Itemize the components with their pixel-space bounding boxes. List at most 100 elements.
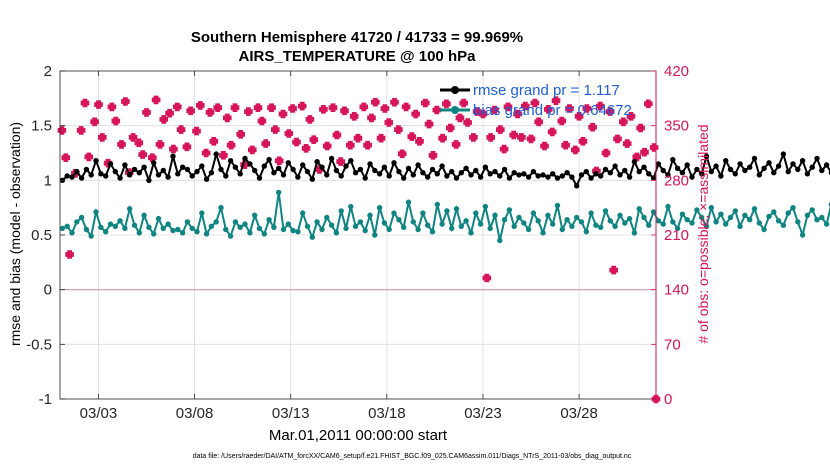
- rmse-point: [401, 175, 407, 181]
- bias-point: [660, 221, 666, 227]
- bias-point: [492, 212, 498, 218]
- x-axis-label: Mar.01,2011 00:00:00 start: [269, 427, 448, 444]
- obs-count-marker: [319, 105, 328, 114]
- bias-point: [732, 208, 738, 214]
- obs-count-marker: [578, 137, 588, 146]
- rmse-point: [665, 172, 671, 178]
- bias-point: [93, 209, 99, 215]
- obs-count-marker: [94, 100, 103, 109]
- rmse-point: [713, 163, 719, 169]
- bias-point: [208, 223, 215, 229]
- rmse-point: [314, 159, 320, 165]
- bias-point: [429, 229, 436, 235]
- y-tick-label: -0.5: [26, 336, 52, 353]
- rmse-point: [569, 174, 575, 180]
- rmse-point: [285, 160, 291, 166]
- obs-count-marker: [230, 103, 240, 112]
- bias-point: [626, 215, 633, 222]
- obs-count-marker: [257, 116, 267, 126]
- obs-count-marker: [582, 104, 592, 113]
- data-file-footnote: data file: /Users/raeder/DAI/ATM_forcXX/…: [193, 453, 632, 460]
- rmse-point: [203, 176, 210, 182]
- obs-count-marker: [322, 141, 332, 151]
- rmse-point: [348, 158, 354, 164]
- rmse-point: [357, 166, 364, 173]
- rmse-point: [103, 173, 109, 179]
- bias-point: [713, 219, 719, 225]
- obs-count-marker: [595, 101, 605, 111]
- obs-count-marker: [469, 133, 478, 142]
- obs-count-marker: [380, 104, 390, 113]
- obs-count-marker: [565, 104, 574, 113]
- bias-point: [804, 212, 811, 218]
- obs-count-marker: [390, 97, 399, 107]
- rmse-point: [83, 166, 90, 173]
- obs-count-marker: [530, 98, 540, 108]
- rmse-point: [525, 174, 532, 180]
- bias-point: [674, 225, 681, 232]
- bias-point: [453, 206, 460, 212]
- bias-point: [814, 217, 820, 223]
- rmse-point: [550, 171, 556, 177]
- bias-point: [578, 219, 585, 225]
- obs-count-marker: [551, 96, 561, 105]
- bias-point: [309, 234, 315, 240]
- obs-count-marker: [159, 115, 169, 124]
- bias-point: [410, 219, 416, 225]
- rmse-point: [530, 168, 537, 175]
- rmse-point: [444, 173, 450, 179]
- rmse-point: [184, 166, 191, 173]
- bias-point: [434, 201, 440, 208]
- y-right-tick-label: 0: [664, 391, 672, 408]
- bias-point: [458, 223, 464, 229]
- obs-count-marker: [196, 101, 205, 110]
- rmse-point: [372, 167, 378, 174]
- x-tick-label: 03/28: [560, 405, 598, 422]
- bias-point: [285, 221, 291, 227]
- bias-point: [795, 219, 801, 225]
- rmse-point: [415, 162, 421, 168]
- obs-count-marker: [128, 133, 138, 142]
- rmse-point: [492, 168, 498, 175]
- rmse-point: [367, 161, 373, 167]
- rmse-point: [396, 168, 402, 175]
- y-tick-label: -1: [39, 391, 52, 408]
- rmse-point: [684, 162, 690, 168]
- obs-count-marker: [346, 140, 355, 150]
- bias-point: [223, 226, 229, 233]
- obs-count-marker: [98, 133, 107, 142]
- rmse-point: [574, 183, 580, 189]
- bias-point: [357, 219, 364, 225]
- bias-point: [602, 208, 609, 214]
- rmse-point: [708, 168, 714, 175]
- bias-point: [780, 222, 787, 228]
- obs-count-marker: [297, 101, 307, 111]
- bias-point: [237, 224, 243, 230]
- rmse-point: [799, 158, 806, 164]
- obs-count-marker: [336, 157, 345, 166]
- bias-point: [535, 218, 541, 224]
- bias-point: [530, 210, 537, 216]
- rmse-point: [477, 174, 484, 180]
- obs-count-marker: [61, 153, 71, 162]
- obs-count-marker: [446, 123, 455, 133]
- rmse-point: [64, 173, 70, 179]
- rmse-point: [69, 174, 75, 180]
- obs-count-marker: [121, 97, 130, 106]
- bias-point: [333, 230, 340, 236]
- rmse-point: [785, 168, 791, 175]
- obs-count-marker: [415, 137, 424, 146]
- rmse-point: [612, 163, 618, 169]
- bias-point: [747, 217, 753, 223]
- bias-point: [703, 223, 710, 229]
- x-tick-label: 03/08: [176, 405, 214, 422]
- bias-point: [756, 220, 762, 226]
- rmse-point: [626, 174, 633, 180]
- rmse-point: [756, 172, 762, 178]
- bias-point: [160, 225, 166, 232]
- rmse-point: [141, 164, 147, 170]
- rmse-point: [766, 160, 772, 166]
- obs-count-marker: [186, 106, 195, 116]
- rmse-point: [199, 163, 205, 169]
- obs-count-marker: [176, 125, 186, 134]
